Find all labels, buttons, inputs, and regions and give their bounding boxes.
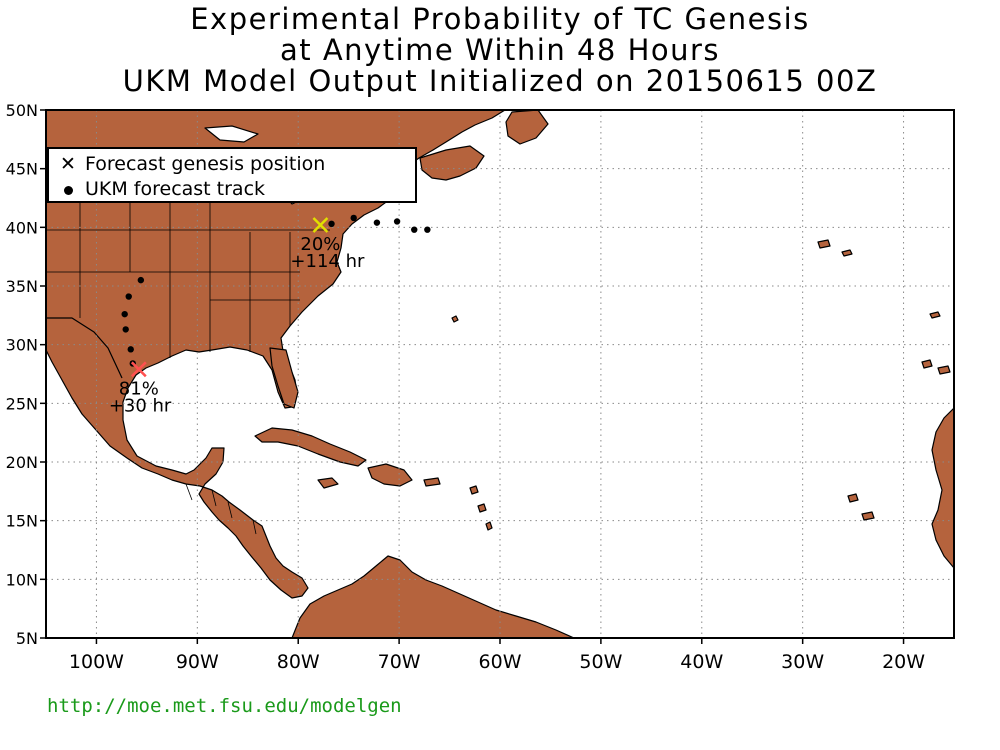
- great-lakes: [204, 125, 259, 143]
- lon-tick-label: 40W: [680, 651, 723, 673]
- genesis-marker: [130, 361, 147, 378]
- genesis-time-label: +114 hr: [290, 251, 365, 272]
- newfoundland: [505, 110, 549, 145]
- lon-tick-label: 60W: [479, 651, 522, 673]
- central-america-borders: [185, 483, 257, 535]
- genesis-marker: [312, 217, 329, 233]
- jamaica: [317, 477, 339, 489]
- lat-tick-label: 50N: [6, 101, 38, 120]
- track-point: [350, 214, 357, 222]
- source-url[interactable]: http://moe.met.fsu.edu/modelgen: [47, 695, 402, 717]
- legend: ✕ Forecast genesis position UKM forecast…: [47, 147, 417, 203]
- hispaniola: [367, 463, 413, 487]
- florida: [269, 347, 299, 409]
- lat-tick-label: 15N: [6, 512, 38, 531]
- south-america-landmass: [291, 555, 575, 638]
- bermuda: [451, 315, 459, 323]
- canary-islands: [921, 359, 951, 375]
- cape-verde: [847, 493, 875, 521]
- track-point: [125, 293, 132, 300]
- title-line-1: Experimental Probability of TC Genesis: [190, 2, 810, 36]
- lat-tick-label: 10N: [6, 570, 38, 589]
- madeira: [929, 311, 941, 319]
- x-mark-icon: ✕: [60, 153, 76, 175]
- cuba: [254, 427, 367, 467]
- legend-item-genesis: ✕ Forecast genesis position: [57, 152, 325, 176]
- legend-track-label: UKM forecast track: [85, 178, 266, 200]
- lat-tick-label: 25N: [6, 394, 38, 413]
- lon-tick-label: 30W: [781, 651, 824, 673]
- title-line-3: UKM Model Output Initialized on 20150615…: [122, 64, 878, 98]
- genesis-markers: 81%+30 hr 20%+114 hr: [109, 217, 365, 416]
- track-point: [393, 218, 401, 225]
- track-point: [137, 276, 145, 284]
- track-point: [121, 310, 128, 318]
- track-point: [373, 219, 381, 226]
- lat-tick-label: 30N: [6, 336, 38, 355]
- lat-tick-labels: 5N 10N 15N 20N 25N 30N 35N 40N 45N 50N: [6, 101, 46, 648]
- track-point: [411, 226, 418, 233]
- track-point: [424, 226, 431, 233]
- maritimes: [419, 145, 485, 181]
- lon-tick-labels: 100W 90W 80W 70W 60W 50W 40W 30W 20W: [69, 638, 925, 673]
- lon-tick-label: 100W: [69, 651, 124, 673]
- lon-tick-label: 50W: [579, 651, 622, 673]
- lat-tick-label: 20N: [6, 453, 38, 472]
- lon-tick-label: 70W: [378, 651, 421, 673]
- us-mexico-border: [46, 317, 123, 379]
- legend-genesis-label: Forecast genesis position: [85, 153, 326, 175]
- lat-tick-label: 40N: [6, 218, 38, 237]
- track-point: [122, 326, 129, 333]
- track-point: [328, 220, 335, 228]
- lat-tick-label: 5N: [16, 629, 38, 648]
- dot-icon: [57, 178, 79, 200]
- azores: [817, 239, 853, 257]
- africa-landmass: [931, 407, 954, 569]
- state-borders: [46, 150, 330, 358]
- lat-tick-label: 45N: [6, 160, 38, 179]
- lon-tick-label: 80W: [277, 651, 320, 673]
- lon-tick-label: 90W: [176, 651, 219, 673]
- genesis-probability-label: 20%: [300, 234, 340, 255]
- track-point: [127, 346, 134, 353]
- title-block: Experimental Probability of TC Genesis a…: [0, 4, 1000, 97]
- lon-tick-label: 20W: [882, 651, 925, 673]
- genesis-time-label: +30 hr: [109, 395, 172, 416]
- genesis-probability-label: 81%: [119, 378, 159, 399]
- legend-item-track: UKM forecast track: [57, 177, 265, 201]
- puerto-rico: [423, 477, 441, 487]
- title-line-2: at Anytime Within 48 Hours: [279, 33, 721, 67]
- lat-tick-label: 35N: [6, 277, 38, 296]
- lesser-antilles: [469, 485, 493, 531]
